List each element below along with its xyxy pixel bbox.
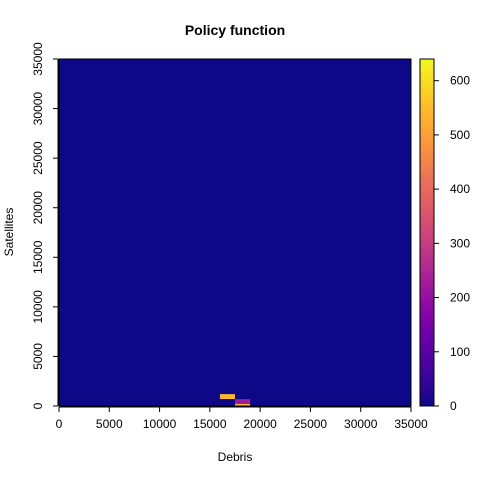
heatmap-cell-1 xyxy=(235,399,251,405)
x-tick-label: 30000 xyxy=(344,417,378,431)
x-axis: 0 5000 10000 15000 20000 25000 30000 35000 xyxy=(56,406,428,431)
colorbar-tick-label: 400 xyxy=(450,182,470,196)
y-tick-label: 35000 xyxy=(31,42,45,76)
heatmap-plot-area xyxy=(58,58,412,407)
heatmap-background xyxy=(59,59,411,406)
x-axis-label: Debris xyxy=(218,450,253,464)
y-tick-label: 30000 xyxy=(31,92,45,126)
colorbar-tick-label: 600 xyxy=(450,74,470,88)
colorbar-tick-label: 300 xyxy=(450,236,470,250)
x-tick-label: 25000 xyxy=(294,417,328,431)
x-tick-label: 15000 xyxy=(193,417,227,431)
y-axis-label: Satellites xyxy=(2,208,16,257)
colorbar: 0 100 200 300 400 500 600 xyxy=(419,58,470,413)
y-tick-label: 5000 xyxy=(31,343,45,370)
plot-border xyxy=(58,58,412,407)
x-tick-label: 5000 xyxy=(96,417,123,431)
x-tick-label: 10000 xyxy=(143,417,177,431)
y-tick-label: 15000 xyxy=(31,240,45,274)
y-tick-label: 10000 xyxy=(31,290,45,324)
chart-title: Policy function xyxy=(185,22,285,38)
heatmap-cell-0 xyxy=(219,394,235,400)
y-tick-label: 20000 xyxy=(31,191,45,225)
x-tick-label: 35000 xyxy=(394,417,428,431)
colorbar-tick-label: 0 xyxy=(450,399,457,413)
colorbar-tick-label: 200 xyxy=(450,291,470,305)
colorbar-gradient xyxy=(419,58,435,407)
y-tick-label: 25000 xyxy=(31,141,45,175)
colorbar-tick-label: 500 xyxy=(450,128,470,142)
x-tick-label: 20000 xyxy=(243,417,277,431)
colorbar-tick-label: 100 xyxy=(450,345,470,359)
x-tick-label: 0 xyxy=(56,417,63,431)
y-axis: 0 5000 10000 15000 20000 25000 30000 35000 xyxy=(31,42,59,409)
heatmap-cell-2 xyxy=(235,404,251,406)
y-tick-label: 0 xyxy=(31,402,45,409)
